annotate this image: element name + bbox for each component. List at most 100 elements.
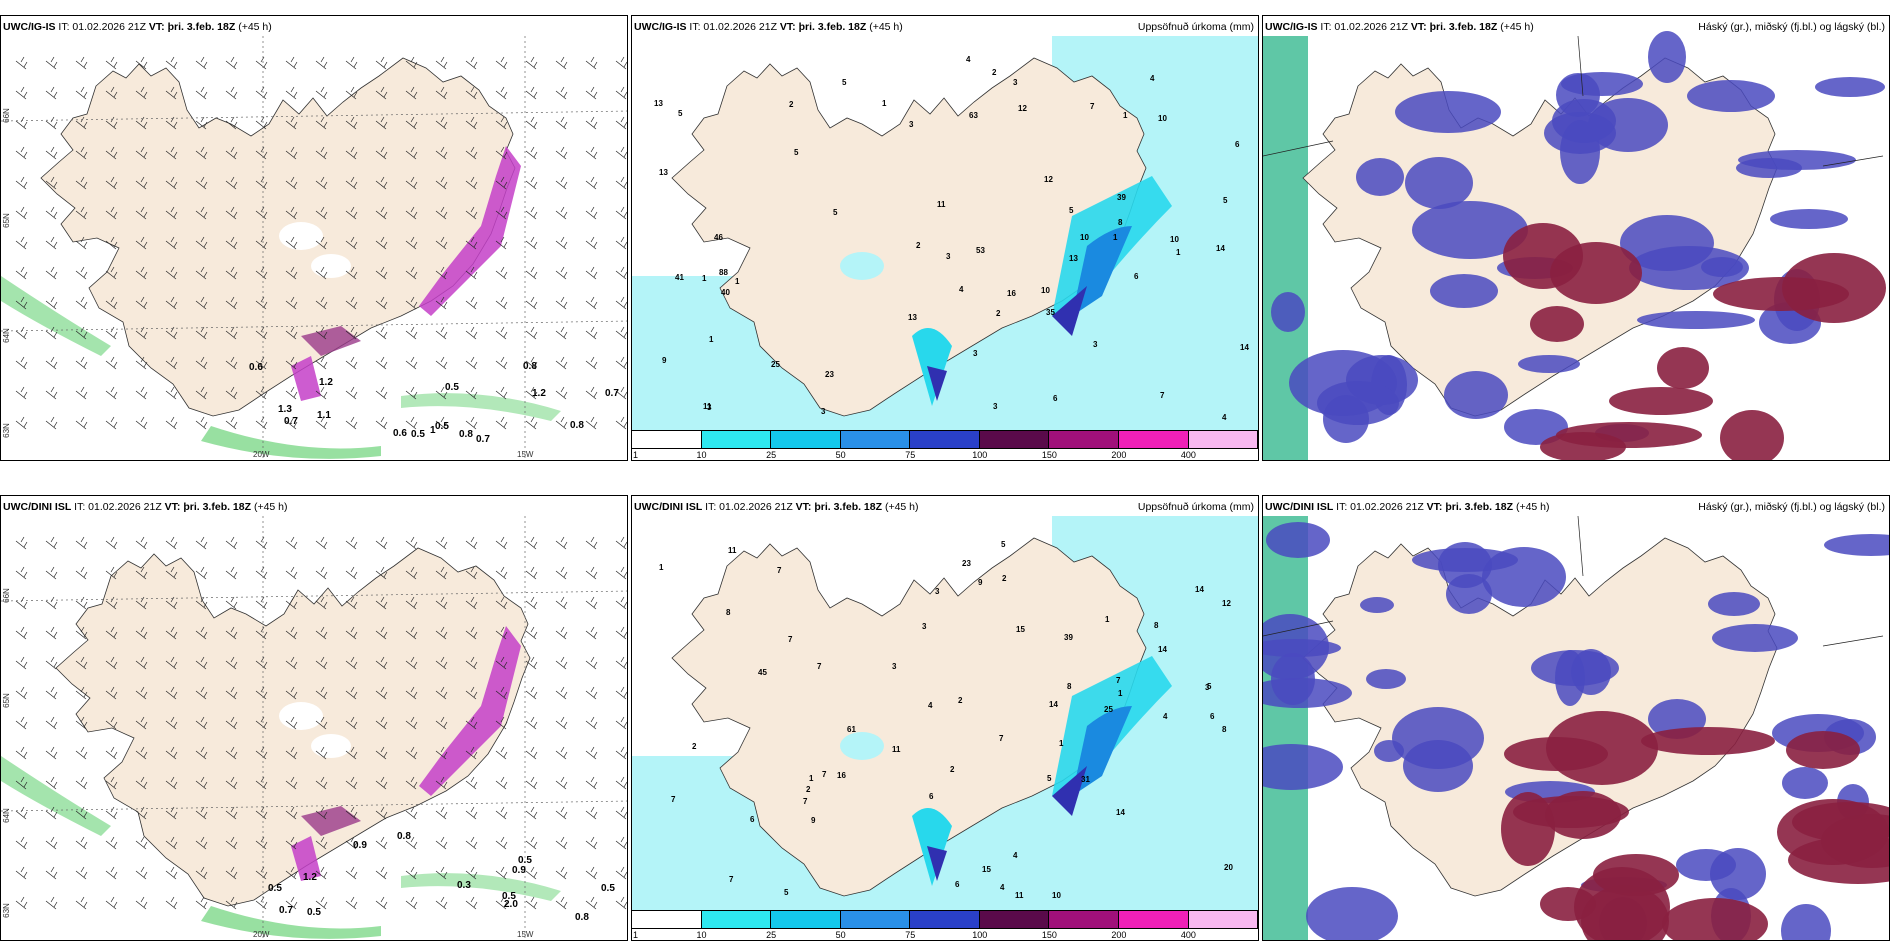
precip-value-label: 10 <box>1080 233 1089 242</box>
precip-value-label: 61 <box>847 725 856 734</box>
map-canvas: 0.80.50.72.00.50.80.91.20.50.90.30.50.5 <box>1 516 627 940</box>
valid-label: VT: <box>779 21 796 33</box>
wind-value-label: 1 <box>430 425 436 436</box>
colorbar-tick-label: 100 <box>972 930 988 940</box>
model-name: UWC/IG-IS <box>1265 21 1318 33</box>
colorbar-swatch <box>701 431 772 448</box>
valid-label: VT: <box>164 501 181 513</box>
precip-value-label: 4 <box>959 285 964 294</box>
precip-value-label: 2 <box>950 765 955 774</box>
latitude-label: 63N <box>1 423 11 438</box>
precip-value-label: 8 <box>1222 725 1227 734</box>
precip-value-label: 3 <box>821 407 826 416</box>
precip-value-label: 5 <box>784 888 789 897</box>
precip-value-label: 3 <box>993 402 998 411</box>
lead-time: (+45 h) <box>1500 21 1534 33</box>
colorbar-swatch <box>1118 911 1189 928</box>
field-label: Uppsöfnuð úrkoma (mm) <box>1137 21 1254 33</box>
colorbar-swatch <box>771 911 841 928</box>
issue-time: IT: 01.02.2026 21Z <box>689 21 777 33</box>
colorbar-swatch <box>910 431 980 448</box>
issue-time: IT: 01.02.2026 21Z <box>1320 21 1408 33</box>
precip-value-label: 14 <box>1216 244 1225 253</box>
precip-value-label: 1 <box>1118 689 1123 698</box>
precip-value-label: 11 <box>892 745 901 754</box>
wind-value-label: 1.2 <box>319 377 333 388</box>
map-panel-p5: 1 4 1 8 5 10 1 2 14 7 11 7 25 45 8 7 15 61 39 5 14 16 11 5 3 12 31… <box>631 495 1259 941</box>
precip-value-label: 7 <box>671 795 676 804</box>
precip-value-label: 15 <box>1016 625 1025 634</box>
precip-value-label: 13 <box>908 313 917 322</box>
precip-value-label: 15 <box>982 865 991 874</box>
precip-value-label: 4 <box>928 701 933 710</box>
latitude-label: 65N <box>1 213 11 228</box>
wind-value-label: 1.2 <box>303 872 317 883</box>
colorbar-tick-label: 1 <box>633 450 639 460</box>
lead-time: (+45 h) <box>869 21 903 33</box>
colorbar-tick-label: 25 <box>766 450 777 460</box>
precip-value-label: 4 <box>1163 712 1168 721</box>
longitude-label: 20W <box>253 450 270 459</box>
wind-value-label: 0.5 <box>307 907 321 918</box>
colorbar-swatch <box>910 911 980 928</box>
colorbar-swatch <box>1188 431 1258 448</box>
colorbar-tick-label: 400 <box>1180 930 1196 940</box>
precip-value-label: 2 <box>996 309 1001 318</box>
colorbar-tick-label: 200 <box>1111 930 1127 940</box>
valid-time: þri. 3.feb. 18Z <box>183 501 252 513</box>
wind-value-label: 0.7 <box>476 434 490 445</box>
map-canvas: 0.6 0.5 0.5 0.6 0.7 0.7 1 1.3 1.2 1.2 1.1 0.8 0.5 0.7… <box>1 36 627 460</box>
panel-title: UWC/IG-IS IT: 01.02.2026 21Z VT: þri. 3.… <box>1265 21 1534 33</box>
precip-value-label: 4 <box>1222 413 1227 422</box>
precip-value-label: 45 <box>758 668 767 677</box>
precip-value-label: 6 <box>1210 712 1215 721</box>
map-panel-p2: 2 1 6 13 14 1 1 1 1 3 4 35 23 39 41 13 16 10 12 7 13 3 63 88 53 5… <box>631 15 1259 461</box>
precip-value-label: 1 <box>809 774 814 783</box>
precip-colorbar: 1 10 25 50 75 100 150 200 400 <box>632 430 1258 460</box>
model-name: UWC/DINI ISL <box>3 501 72 513</box>
valid-time: þri. 3.feb. 18Z <box>1429 21 1498 33</box>
precip-value-label: 14 <box>1158 645 1167 654</box>
longitude-label: 15W <box>517 930 534 939</box>
colorbar-swatch <box>1188 911 1258 928</box>
wind-value-label: 0.7 <box>279 905 293 916</box>
precip-value-label: 5 <box>1223 196 1228 205</box>
precip-value-label: 3 <box>707 403 712 412</box>
wind-value-label: 0.5 <box>411 429 425 440</box>
precip-value-label: 16 <box>837 771 846 780</box>
colorbar-swatch <box>979 431 1050 448</box>
precip-value-label: 2 <box>806 785 811 794</box>
map-canvas <box>1263 515 1889 940</box>
colorbar-swatch <box>632 911 702 928</box>
precip-value-label: 39 <box>1064 633 1073 642</box>
colorbar-tick-label: 10 <box>696 930 707 940</box>
colorbar-tick-label: 25 <box>766 930 777 940</box>
latitude-label: 63N <box>1 903 11 918</box>
precip-value-label: 7 <box>1116 676 1121 685</box>
precip-value-label: 5 <box>1207 682 1212 691</box>
map-panel-p6: UWC/DINI ISL IT: 01.02.2026 21Z VT: þri.… <box>1262 495 1890 941</box>
wind-value-label: 0.8 <box>523 361 537 372</box>
wind-value-label: 0.8 <box>570 420 584 431</box>
precip-value-label: 4 <box>1150 74 1155 83</box>
precip-value-label: 63 <box>969 111 978 120</box>
precip-value-label: 5 <box>1001 540 1006 549</box>
precip-value-label: 6 <box>750 815 755 824</box>
wind-value-label: 0.9 <box>353 840 367 851</box>
wind-value-label: 0.5 <box>502 891 516 902</box>
precip-value-label: 41 <box>675 273 684 282</box>
precip-value-label: 2 <box>789 100 794 109</box>
colorbar-swatch <box>979 911 1050 928</box>
wind-value-label: 1.2 <box>532 388 546 399</box>
wind-value-label: 0.3 <box>457 880 471 891</box>
valid-time: þri. 3.feb. 18Z <box>1445 501 1514 513</box>
colorbar-swatch <box>771 431 841 448</box>
colorbar-swatch <box>701 911 772 928</box>
model-name: UWC/DINI ISL <box>1265 501 1334 513</box>
colorbar-tick-label: 50 <box>835 930 846 940</box>
precip-value-label: 11 <box>1015 891 1024 900</box>
precip-value-label: 5 <box>833 208 838 217</box>
valid-label: VT: <box>1426 501 1443 513</box>
map-canvas: 2161314111134352339411316101271336388535… <box>632 36 1258 432</box>
precip-value-label: 14 <box>1240 343 1249 352</box>
